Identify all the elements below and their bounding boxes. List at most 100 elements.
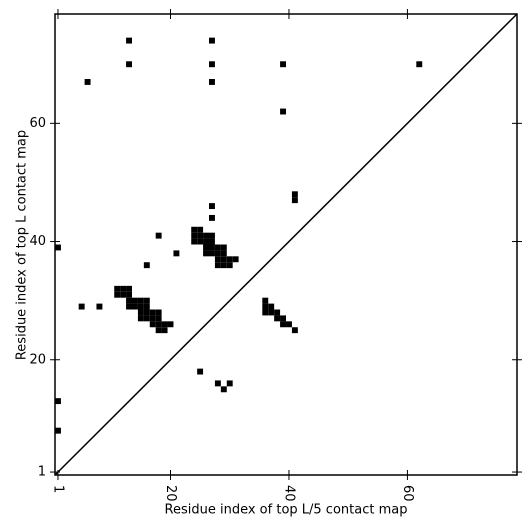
contact-cell [268, 303, 275, 310]
contact-cell [149, 315, 156, 322]
contact-cell [209, 244, 215, 251]
contact-cell [114, 291, 121, 298]
contact-cell [280, 321, 286, 328]
contact-cell [214, 256, 221, 263]
y-tick-label: 1 [38, 465, 46, 480]
contact-cell [209, 61, 215, 68]
contact-cell [220, 386, 227, 393]
contact-cell [280, 61, 286, 68]
contact-cell [262, 303, 269, 310]
contact-cell [132, 297, 138, 304]
contact-cell [214, 250, 221, 257]
contact-cell [203, 250, 209, 257]
contact-cell [143, 262, 150, 269]
contact-cell [214, 244, 221, 251]
contact-cell [161, 321, 168, 328]
contact-cell [291, 327, 298, 334]
plot-frame [54, 13, 518, 476]
contact-cell [114, 285, 121, 292]
contact-cell [220, 262, 227, 269]
contact-cell [55, 427, 61, 434]
contact-cell [155, 232, 162, 239]
contact-cell [220, 244, 227, 251]
contact-cell [132, 303, 138, 310]
contact-cell [155, 309, 162, 316]
contact-cell [203, 238, 209, 245]
diagonal [54, 13, 518, 476]
contact-cell [137, 309, 144, 316]
contact-cell [197, 226, 204, 233]
contact-cell [197, 238, 204, 245]
contact-cell [149, 321, 156, 328]
contact-cell [167, 321, 174, 328]
contact-cell [416, 61, 423, 68]
contact-cell [155, 315, 162, 322]
y-tick-label: 40 [29, 234, 46, 249]
contact-cell [274, 315, 281, 322]
contact-cell [291, 197, 298, 204]
contact-cell [191, 238, 198, 245]
x-tick-label: 40 [281, 485, 296, 502]
x-axis-label: Residue index of top L/5 contact map [165, 503, 408, 518]
contact-cell [161, 327, 168, 334]
contact-cell [226, 262, 233, 269]
contact-cell [126, 303, 132, 310]
contact-cell [209, 238, 215, 245]
x-tick-label: 20 [163, 485, 178, 502]
contact-cell [197, 232, 204, 239]
contact-cell [209, 214, 215, 221]
contact-cell [155, 327, 162, 334]
contact-cell [197, 368, 204, 375]
contact-cell [126, 61, 132, 68]
contact-cell [220, 250, 227, 257]
contact-cell [137, 315, 144, 322]
contact-cell [143, 309, 150, 316]
contact-cell [286, 321, 292, 328]
contact-cell [209, 79, 215, 85]
contact-cell [191, 226, 198, 233]
contact-cell [262, 297, 269, 304]
contact-cell [126, 291, 132, 298]
contact-cell [226, 256, 233, 263]
contact-cell [143, 297, 150, 304]
x-tick-label: 60 [400, 485, 415, 502]
contact-cell [191, 232, 198, 239]
contact-cell [203, 232, 209, 239]
contact-cell [173, 250, 180, 257]
contact-cell [262, 309, 269, 316]
contact-cell [209, 37, 215, 44]
contact-cell [143, 315, 150, 322]
contact-cell [55, 244, 61, 251]
contact-cell [214, 262, 221, 269]
contact-cell [268, 309, 275, 316]
contact-cell [280, 315, 286, 322]
contact-cell [209, 203, 215, 210]
contact-cell [78, 303, 85, 310]
y-axis-label: Residue index of top L contact map [15, 130, 30, 360]
contact-cell [55, 398, 61, 405]
contact-cell [137, 297, 144, 304]
contact-cell [149, 309, 156, 316]
contact-cell [155, 321, 162, 328]
contact-cell [120, 285, 127, 292]
contact-cell [126, 285, 132, 292]
contact-cell [209, 232, 215, 239]
contact-cell [226, 380, 233, 387]
y-tick-label: 20 [29, 352, 46, 367]
contact-cell [84, 79, 91, 85]
contact-cell [120, 291, 127, 298]
contact-cell [143, 303, 150, 310]
contact-cell [203, 244, 209, 251]
contact-cell [137, 303, 144, 310]
contact-cell [280, 108, 286, 115]
contact-cell [126, 297, 132, 304]
contact-cell [220, 256, 227, 263]
contact-cell [274, 309, 281, 316]
contact-cell [291, 191, 298, 198]
contact-cell [209, 250, 215, 257]
contact-cell [126, 37, 132, 44]
contact-cell [214, 380, 221, 387]
y-tick-label: 60 [29, 116, 46, 131]
contact-cell [232, 256, 239, 263]
